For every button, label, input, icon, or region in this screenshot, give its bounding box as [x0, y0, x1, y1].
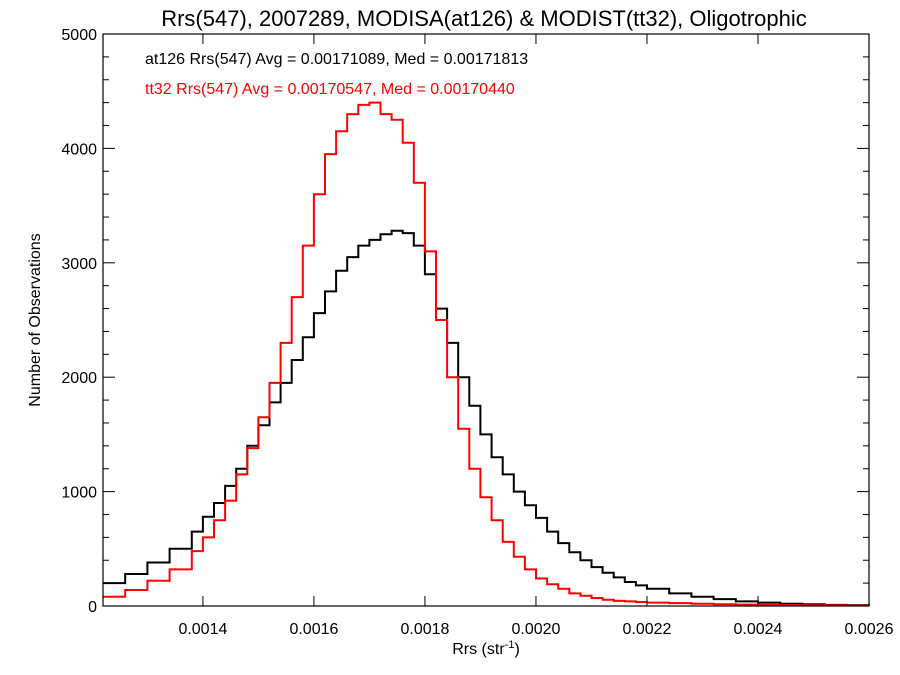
x-tick-label: 0.0014 [178, 621, 227, 638]
series-1-line [103, 101, 870, 607]
x-axis-label-close: ) [514, 641, 519, 658]
x-axis-label-superscript: -1 [505, 639, 515, 651]
y-tick-label: 3000 [61, 256, 97, 273]
y-tick-label: 5000 [61, 27, 97, 44]
y-tick-label: 2000 [61, 370, 97, 387]
chart-title: Rrs(547), 2007289, MODISA(at126) & MODIS… [161, 6, 807, 31]
y-axis-label: Number of Observations [27, 233, 44, 406]
x-axis-label: Rrs (str-1) [452, 639, 520, 658]
annotation-at126: at126 Rrs(547) Avg = 0.00171089, Med = 0… [145, 51, 528, 68]
y-tick-label: 1000 [61, 485, 97, 502]
plot-frame [102, 33, 870, 607]
y-tick-label: 0 [88, 599, 97, 616]
axis-tick-labels: 0.0014 0.0016 0.0018 0.0020 0.0022 0.0024 0.00… [61, 27, 893, 638]
x-tick-label: 0.0024 [734, 621, 783, 638]
plot-series [103, 101, 870, 607]
x-tick-label: 0.0022 [623, 621, 672, 638]
axis-ticks [103, 33, 870, 607]
y-tick-label: 4000 [61, 141, 97, 158]
x-tick-label: 0.0020 [511, 621, 560, 638]
x-tick-label: 0.0018 [400, 621, 449, 638]
x-tick-label: 0.0026 [845, 621, 894, 638]
series-0-line [103, 229, 870, 607]
x-axis-label-main: Rrs (str [452, 641, 505, 658]
annotation-tt32: tt32 Rrs(547) Avg = 0.00170547, Med = 0.… [145, 81, 515, 98]
x-tick-label: 0.0016 [289, 621, 338, 638]
